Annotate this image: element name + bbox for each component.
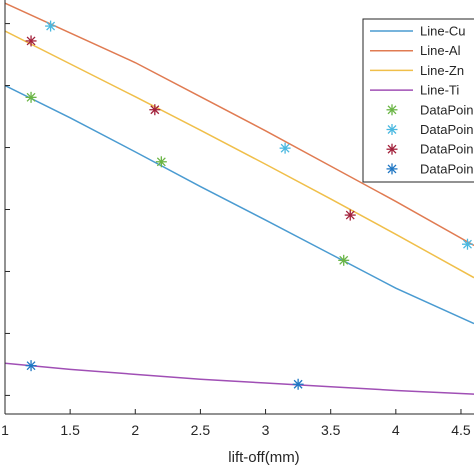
data-point-datapoints-al [461, 238, 473, 250]
legend-item: DataPoin [386, 122, 473, 137]
data-point-datapoints-zn [344, 209, 356, 221]
x-tick-label: 4 [392, 422, 400, 438]
legend-item: Line-Cu [370, 24, 466, 39]
legend-item: Line-Al [370, 43, 461, 58]
data-point-datapoints-zn [149, 104, 161, 116]
legend-star-swatch [386, 124, 398, 135]
legend-item: DataPoin [386, 102, 473, 117]
data-point-datapoints-zn [25, 35, 37, 47]
legend-label: DataPoin [420, 142, 473, 157]
series-line-line-ti [5, 362, 474, 395]
series-line-line-zn [5, 30, 474, 279]
legend-star-swatch [386, 163, 398, 175]
x-axis-label: lift-off(mm) [228, 449, 299, 466]
legend-label: Line-Ti [420, 83, 459, 98]
legend-label: DataPoin [420, 122, 473, 137]
data-point-datapoints-cu [155, 156, 167, 168]
series-line-line-al [5, 2, 474, 247]
legend-label: Line-Al [420, 43, 461, 58]
legend-label: Line-Cu [420, 24, 466, 39]
data-point-datapoints-cu [338, 254, 350, 266]
plot-lines [5, 2, 474, 395]
legend-star-swatch [386, 143, 398, 155]
legend-item: Line-Ti [370, 83, 459, 98]
legend: Line-Cu Line-Al Line-Zn Line-Ti DataPoin Data… [362, 18, 474, 183]
x-tick-label: 1.5 [60, 422, 80, 438]
legend-item: DataPoin [386, 142, 473, 157]
legend-item: Line-Zn [370, 63, 464, 78]
legend-label: DataPoin [420, 161, 473, 176]
x-tick-label: 4.5 [451, 422, 471, 438]
data-point-datapoints-al [45, 20, 57, 32]
data-point-datapoints-al [279, 142, 291, 154]
legend-item: DataPoin [386, 161, 473, 176]
data-point-datapoints-ti [292, 378, 304, 390]
y-axis-ticks [5, 23, 10, 396]
legend-label: DataPoin [420, 102, 473, 117]
x-axis-ticks: 1 1.5 2 2.5 3 3.5 4 4.5 [1, 409, 471, 438]
legend-star-swatch [386, 104, 398, 116]
x-tick-label: 2.5 [191, 422, 211, 438]
legend-box [362, 18, 474, 183]
legend-label: Line-Zn [420, 63, 464, 78]
series-line-line-cu [5, 84, 474, 325]
data-point-datapoints-cu [25, 91, 37, 103]
x-tick-label: 3.5 [321, 422, 341, 438]
x-tick-label: 2 [131, 422, 139, 438]
x-tick-label: 3 [262, 422, 270, 438]
plot-points [25, 20, 473, 390]
data-point-datapoints-ti [25, 360, 37, 372]
x-tick-label: 1 [1, 422, 9, 438]
